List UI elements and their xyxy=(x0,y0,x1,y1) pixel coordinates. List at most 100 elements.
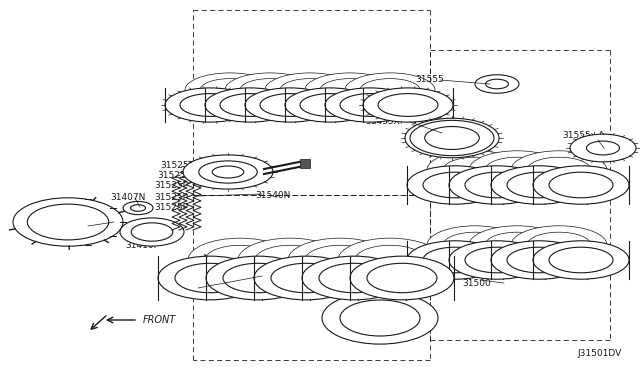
Ellipse shape xyxy=(305,245,375,275)
Ellipse shape xyxy=(469,151,565,189)
Ellipse shape xyxy=(305,73,395,107)
Ellipse shape xyxy=(486,79,508,89)
Ellipse shape xyxy=(407,241,503,279)
Ellipse shape xyxy=(527,232,591,258)
Ellipse shape xyxy=(485,157,549,183)
Text: 31525P: 31525P xyxy=(154,192,188,202)
Ellipse shape xyxy=(427,226,523,264)
Ellipse shape xyxy=(443,157,507,183)
Ellipse shape xyxy=(355,245,425,275)
Ellipse shape xyxy=(507,172,571,198)
Ellipse shape xyxy=(507,247,571,273)
Ellipse shape xyxy=(205,245,275,275)
Ellipse shape xyxy=(443,232,507,258)
Ellipse shape xyxy=(405,118,499,158)
Ellipse shape xyxy=(254,256,358,300)
Text: 31525P: 31525P xyxy=(154,203,188,212)
Text: 31500: 31500 xyxy=(462,279,491,288)
Text: 31555: 31555 xyxy=(415,76,444,84)
Ellipse shape xyxy=(185,73,275,107)
Ellipse shape xyxy=(340,94,400,116)
Ellipse shape xyxy=(260,94,320,116)
Ellipse shape xyxy=(363,88,453,122)
Ellipse shape xyxy=(199,161,257,183)
Ellipse shape xyxy=(285,88,375,122)
Ellipse shape xyxy=(511,226,607,264)
Ellipse shape xyxy=(302,256,406,300)
Ellipse shape xyxy=(570,134,636,162)
Ellipse shape xyxy=(158,256,262,300)
Text: 31540N: 31540N xyxy=(255,192,291,201)
Ellipse shape xyxy=(491,166,587,204)
Ellipse shape xyxy=(28,204,109,240)
Text: 31555+A: 31555+A xyxy=(562,131,604,141)
Ellipse shape xyxy=(280,78,340,102)
Ellipse shape xyxy=(223,263,293,293)
Ellipse shape xyxy=(511,151,607,189)
Text: 31525P: 31525P xyxy=(160,160,194,170)
Ellipse shape xyxy=(549,172,613,198)
Ellipse shape xyxy=(123,201,153,215)
Ellipse shape xyxy=(165,88,255,122)
Text: 31407N: 31407N xyxy=(110,193,145,202)
Ellipse shape xyxy=(320,78,380,102)
Ellipse shape xyxy=(240,78,300,102)
Ellipse shape xyxy=(378,94,438,116)
Text: J31501DV: J31501DV xyxy=(578,349,622,358)
Ellipse shape xyxy=(265,73,355,107)
Text: 31589: 31589 xyxy=(40,221,69,231)
Ellipse shape xyxy=(200,78,260,102)
Bar xyxy=(300,159,310,168)
Ellipse shape xyxy=(449,166,545,204)
Ellipse shape xyxy=(175,263,245,293)
Ellipse shape xyxy=(212,166,244,178)
Ellipse shape xyxy=(350,256,454,300)
Ellipse shape xyxy=(345,73,435,107)
Ellipse shape xyxy=(255,245,325,275)
Ellipse shape xyxy=(206,256,310,300)
Ellipse shape xyxy=(491,241,587,279)
Ellipse shape xyxy=(300,94,360,116)
Ellipse shape xyxy=(549,247,613,273)
Ellipse shape xyxy=(485,232,549,258)
Ellipse shape xyxy=(533,166,629,204)
Ellipse shape xyxy=(288,238,392,282)
Text: 31410F: 31410F xyxy=(125,241,159,250)
Text: 31510N: 31510N xyxy=(255,282,291,292)
Ellipse shape xyxy=(527,157,591,183)
Ellipse shape xyxy=(271,263,341,293)
Ellipse shape xyxy=(427,151,523,189)
Ellipse shape xyxy=(322,292,438,344)
Ellipse shape xyxy=(325,88,415,122)
Text: FRONT: FRONT xyxy=(143,315,176,325)
Ellipse shape xyxy=(238,238,342,282)
Ellipse shape xyxy=(423,172,487,198)
Ellipse shape xyxy=(533,241,629,279)
Text: 31525P: 31525P xyxy=(154,182,188,190)
Ellipse shape xyxy=(120,218,184,246)
Ellipse shape xyxy=(205,88,295,122)
Ellipse shape xyxy=(188,238,292,282)
Ellipse shape xyxy=(180,94,240,116)
Ellipse shape xyxy=(183,155,273,189)
Ellipse shape xyxy=(465,247,529,273)
Ellipse shape xyxy=(469,226,565,264)
Ellipse shape xyxy=(410,121,494,155)
Ellipse shape xyxy=(425,126,479,150)
Ellipse shape xyxy=(586,141,620,155)
Text: 31525P: 31525P xyxy=(157,170,191,180)
Ellipse shape xyxy=(475,75,519,93)
Ellipse shape xyxy=(220,94,280,116)
Ellipse shape xyxy=(407,166,503,204)
Ellipse shape xyxy=(340,300,420,336)
Ellipse shape xyxy=(360,78,420,102)
Text: 31435X: 31435X xyxy=(365,118,400,126)
Ellipse shape xyxy=(319,263,389,293)
Ellipse shape xyxy=(449,241,545,279)
Ellipse shape xyxy=(131,205,145,211)
Ellipse shape xyxy=(367,263,437,293)
Ellipse shape xyxy=(423,247,487,273)
Ellipse shape xyxy=(13,198,123,246)
Ellipse shape xyxy=(338,238,442,282)
Ellipse shape xyxy=(225,73,315,107)
